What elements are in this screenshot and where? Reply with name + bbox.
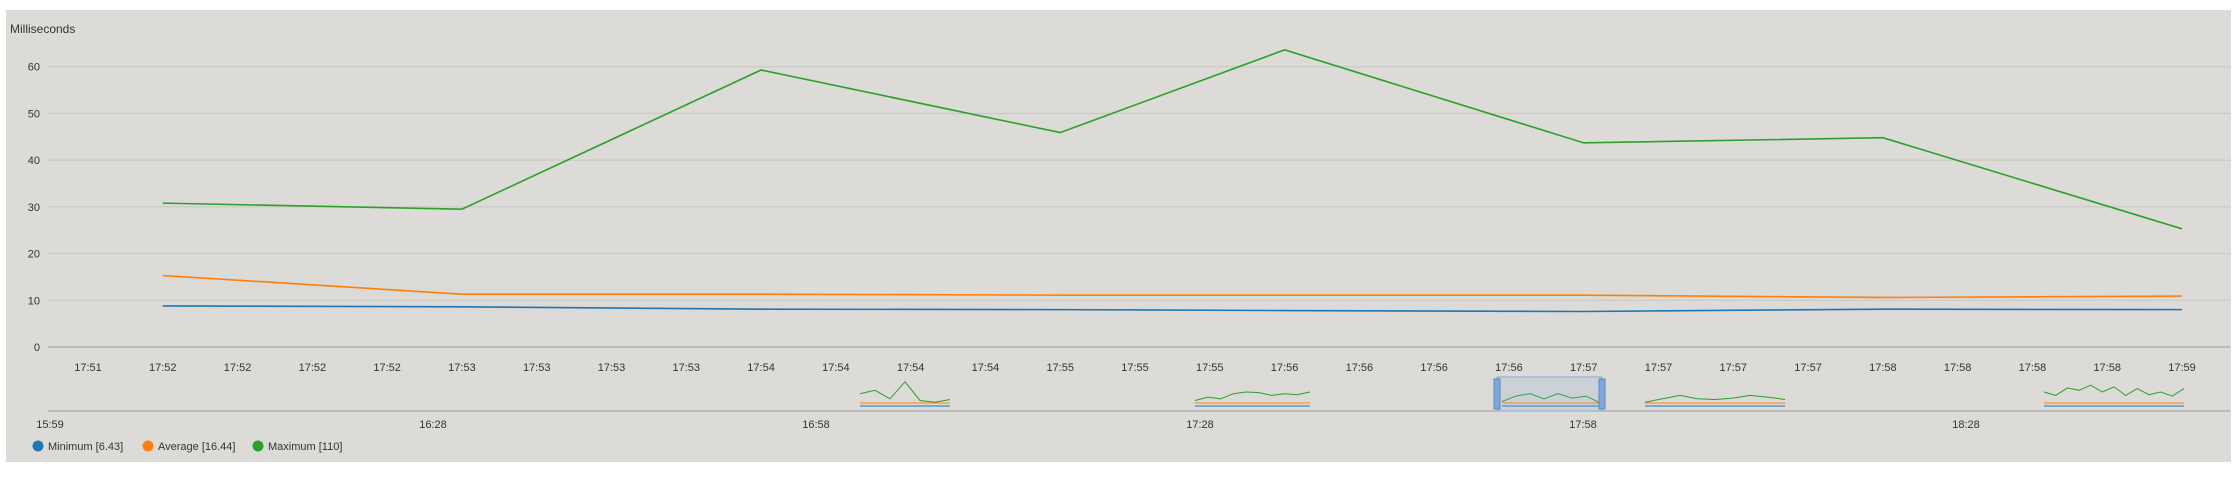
legend-label: Average [16.44] bbox=[158, 441, 235, 453]
x-tick-label: 17:58 bbox=[1944, 362, 1972, 374]
x-tick-label: 17:52 bbox=[224, 362, 252, 374]
x-tick-label: 17:57 bbox=[1794, 362, 1822, 374]
legend: Minimum [6.43] Average [16.44] Maximum [11… bbox=[32, 440, 342, 453]
navigator-spark-max bbox=[1501, 393, 1601, 404]
x-tick-label: 17:54 bbox=[822, 362, 850, 374]
navigator-spark-max bbox=[2043, 384, 2185, 397]
x-tick-label: 17:58 bbox=[2019, 362, 2047, 374]
x-tick-label: 17:56 bbox=[1495, 362, 1523, 374]
x-tick-label: 17:55 bbox=[1121, 362, 1149, 374]
y-tick-label: 10 bbox=[28, 295, 40, 307]
y-axis-title: Milliseconds bbox=[10, 22, 75, 36]
series-line bbox=[162, 49, 2183, 230]
x-tick-label: 17:52 bbox=[149, 362, 177, 374]
navigator-selection bbox=[1496, 376, 1603, 412]
x-tick-label: 17:51 bbox=[74, 362, 102, 374]
x-tick-label: 17:56 bbox=[1271, 362, 1299, 374]
navigator-handle-right bbox=[1598, 378, 1606, 410]
gridlines bbox=[48, 66, 2230, 348]
legend-swatch bbox=[142, 440, 154, 452]
x-tick-label: 17:52 bbox=[299, 362, 327, 374]
x-tick-label: 17:59 bbox=[2168, 362, 2196, 374]
navigator-tick-label: 16:58 bbox=[802, 419, 830, 431]
y-tick-label: 0 bbox=[34, 342, 40, 354]
x-tick-label: 17:54 bbox=[747, 362, 775, 374]
navigator-handle-left bbox=[1493, 378, 1501, 410]
navigator-tick-label: 18:28 bbox=[1952, 419, 1980, 431]
series-lines bbox=[162, 49, 2183, 313]
legend-swatch bbox=[32, 440, 44, 452]
series-line bbox=[162, 274, 2183, 299]
x-tick-label: 17:57 bbox=[1570, 362, 1598, 374]
legend-swatch bbox=[252, 440, 264, 452]
y-tick-label: 40 bbox=[28, 155, 40, 167]
navigator-tick-label: 17:58 bbox=[1569, 419, 1597, 431]
series-line bbox=[162, 305, 2183, 313]
legend-label: Maximum [110] bbox=[268, 441, 342, 453]
x-tick-label: 17:57 bbox=[1645, 362, 1673, 374]
x-tick-label: 17:53 bbox=[598, 362, 626, 374]
x-axis-ticks: 17:51 17:52 17:52 17:52 17:52 17:53 17:53 17:53… bbox=[74, 362, 2196, 374]
x-tick-label: 17:54 bbox=[897, 362, 925, 374]
y-tick-label: 20 bbox=[28, 249, 40, 261]
navigator-spark-max bbox=[1194, 391, 1311, 401]
x-tick-label: 17:58 bbox=[1869, 362, 1897, 374]
x-tick-label: 17:55 bbox=[1196, 362, 1224, 374]
x-tick-label: 17:58 bbox=[2093, 362, 2121, 374]
y-axis-ticks: 0 10 20 30 40 50 60 bbox=[28, 62, 40, 354]
x-tick-label: 17:53 bbox=[448, 362, 476, 374]
x-tick-label: 17:54 bbox=[972, 362, 1000, 374]
x-tick-label: 17:56 bbox=[1346, 362, 1374, 374]
time-navigator[interactable]: 15:59 16:28 16:58 17:28 17:58 18:28 bbox=[36, 376, 2230, 431]
y-tick-label: 50 bbox=[28, 108, 40, 120]
x-tick-label: 17:53 bbox=[523, 362, 551, 374]
x-tick-label: 17:55 bbox=[1046, 362, 1074, 374]
x-tick-label: 17:57 bbox=[1720, 362, 1748, 374]
y-tick-label: 30 bbox=[28, 202, 40, 214]
navigator-spark-max bbox=[1644, 394, 1786, 403]
legend-label: Minimum [6.43] bbox=[48, 441, 123, 453]
x-tick-label: 17:52 bbox=[373, 362, 401, 374]
navigator-tick-label: 16:28 bbox=[419, 419, 447, 431]
x-tick-label: 17:56 bbox=[1420, 362, 1448, 374]
navigator-spark-max bbox=[859, 381, 951, 403]
y-tick-label: 60 bbox=[28, 62, 40, 74]
navigator-tick-label: 15:59 bbox=[36, 419, 64, 431]
plot-background bbox=[6, 10, 2231, 462]
x-tick-label: 17:53 bbox=[673, 362, 701, 374]
navigator-tick-label: 17:28 bbox=[1186, 419, 1214, 431]
